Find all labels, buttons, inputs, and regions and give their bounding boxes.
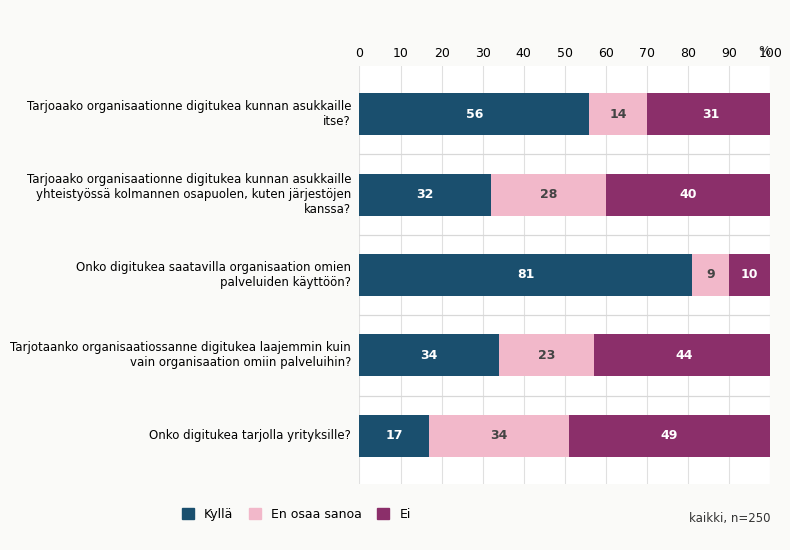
Bar xyxy=(359,254,692,296)
Legend: Kyllä, En osaa sanoa, Ei: Kyllä, En osaa sanoa, Ei xyxy=(177,503,416,526)
Text: 56: 56 xyxy=(466,108,483,121)
Text: 34: 34 xyxy=(491,429,508,442)
Bar xyxy=(491,174,606,216)
Text: 32: 32 xyxy=(416,188,434,201)
Bar xyxy=(647,94,774,135)
Text: 10: 10 xyxy=(741,268,758,282)
Text: 81: 81 xyxy=(517,268,535,282)
Bar xyxy=(589,94,647,135)
Text: %: % xyxy=(758,45,770,58)
Text: 34: 34 xyxy=(420,349,438,362)
Text: 17: 17 xyxy=(386,429,403,442)
Text: 23: 23 xyxy=(538,349,555,362)
Text: 44: 44 xyxy=(675,349,693,362)
Text: 9: 9 xyxy=(706,268,715,282)
Bar xyxy=(359,415,429,456)
Text: 28: 28 xyxy=(540,188,557,201)
Text: 49: 49 xyxy=(661,429,679,442)
Bar xyxy=(429,415,569,456)
Bar xyxy=(593,334,774,376)
Bar xyxy=(359,174,491,216)
Bar xyxy=(499,334,593,376)
Bar xyxy=(729,254,770,296)
Bar xyxy=(606,174,770,216)
Text: 40: 40 xyxy=(679,188,697,201)
Text: kaikki, n=250: kaikki, n=250 xyxy=(689,512,770,525)
Text: 31: 31 xyxy=(702,108,720,121)
Bar xyxy=(359,334,499,376)
Bar xyxy=(359,94,589,135)
Bar xyxy=(569,415,770,456)
Text: 14: 14 xyxy=(610,108,627,121)
Bar xyxy=(692,254,729,296)
